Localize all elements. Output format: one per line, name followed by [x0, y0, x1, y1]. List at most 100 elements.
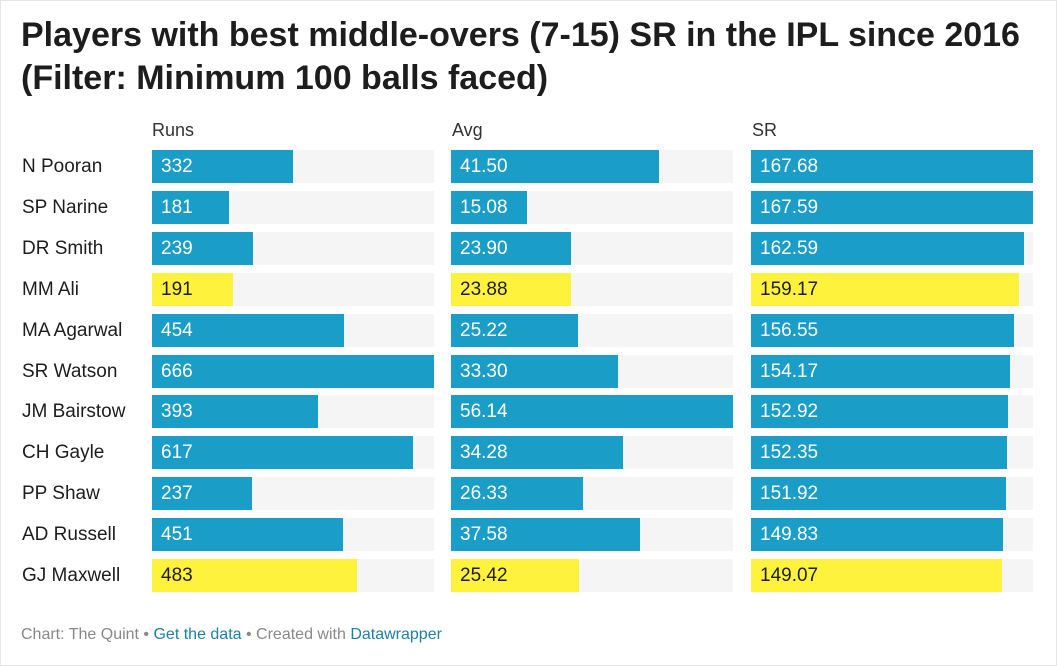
bar-value-avg: 33.30 — [460, 361, 508, 382]
bar-runs — [152, 232, 253, 265]
bar-value-sr: 149.83 — [760, 524, 819, 545]
bar-track-runs: 451 — [152, 518, 434, 551]
bar-value-sr: 167.59 — [760, 197, 819, 218]
bar-sr — [751, 518, 1003, 551]
bar-runs — [152, 273, 233, 306]
bar-track-sr: 162.59 — [751, 232, 1033, 265]
get-the-data-link[interactable]: Get the data — [153, 626, 242, 643]
column-header-avg: Avg — [452, 120, 483, 140]
bar-runs — [152, 150, 293, 183]
bar-value-runs: 483 — [161, 565, 193, 586]
bar-avg — [451, 355, 618, 388]
bar-value-sr: 152.35 — [760, 442, 819, 463]
bar-value-runs: 454 — [161, 320, 193, 341]
bar-value-avg: 26.33 — [460, 483, 508, 504]
footer-separator: • — [138, 626, 154, 643]
bar-track-runs: 191 — [152, 273, 434, 306]
bar-track-runs: 181 — [152, 191, 434, 224]
row-label: SP Narine — [22, 197, 109, 218]
bar-value-avg: 25.22 — [460, 320, 508, 341]
column-header-runs: Runs — [152, 120, 195, 140]
bar-sr — [751, 150, 1033, 183]
bar-value-avg: 25.42 — [460, 565, 508, 586]
bar-value-sr: 149.07 — [760, 565, 819, 586]
bar-avg — [451, 395, 733, 428]
bar-track-runs: 239 — [152, 232, 434, 265]
bar-value-sr: 154.17 — [760, 361, 819, 382]
row-label: DR Smith — [22, 238, 104, 259]
bar-track-avg: 25.22 — [451, 314, 733, 347]
bar-value-runs: 666 — [161, 361, 193, 382]
bar-sr — [751, 191, 1033, 224]
bar-track-avg: 41.50 — [451, 150, 733, 183]
row-label: AD Russell — [22, 524, 116, 545]
bar-track-runs: 237 — [152, 477, 434, 510]
row-label: N Pooran — [22, 156, 103, 177]
bar-avg — [451, 436, 623, 469]
bar-track-sr: 156.55 — [751, 314, 1033, 347]
bar-track-runs: 393 — [152, 395, 434, 428]
bar-value-avg: 56.14 — [460, 401, 508, 422]
row-label: GJ Maxwell — [22, 565, 121, 586]
bar-avg — [451, 314, 578, 347]
bar-track-avg: 23.90 — [451, 232, 733, 265]
bar-value-avg: 37.58 — [460, 524, 508, 545]
bar-value-runs: 617 — [161, 442, 193, 463]
bar-value-sr: 167.68 — [760, 156, 819, 177]
bar-avg — [451, 273, 571, 306]
bar-avg — [451, 150, 659, 183]
bar-runs — [152, 191, 229, 224]
chart-title: Players with best middle-overs (7-15) SR… — [21, 16, 1020, 97]
row-label: PP Shaw — [22, 483, 100, 504]
footer-source: Chart: The Quint — [21, 626, 139, 643]
bar-value-runs: 451 — [161, 524, 193, 545]
bar-runs — [152, 355, 434, 388]
bar-track-sr: 167.59 — [751, 191, 1033, 224]
bar-track-avg: 23.88 — [451, 273, 733, 306]
bar-track-runs: 617 — [152, 436, 434, 469]
bar-sr — [751, 314, 1014, 347]
footer-created-with: • Created with — [241, 626, 351, 643]
row-label: SR Watson — [22, 361, 118, 382]
bar-value-avg: 23.88 — [460, 279, 508, 300]
bar-value-avg: 23.90 — [460, 238, 508, 259]
bar-sr — [751, 436, 1007, 469]
bar-value-runs: 237 — [161, 483, 193, 504]
bar-track-avg: 25.42 — [451, 559, 733, 592]
bar-avg — [451, 191, 527, 224]
bar-track-runs: 666 — [152, 355, 434, 388]
bar-value-runs: 393 — [161, 401, 193, 422]
bar-value-sr: 159.17 — [760, 279, 819, 300]
bar-sr — [751, 355, 1010, 388]
bar-value-sr: 162.59 — [760, 238, 819, 259]
bar-track-sr: 152.35 — [751, 436, 1033, 469]
bar-track-sr: 167.68 — [751, 150, 1033, 183]
datawrapper-link[interactable]: Datawrapper — [350, 626, 442, 643]
row-label: MM Ali — [22, 279, 79, 300]
bar-value-avg: 41.50 — [460, 156, 508, 177]
bar-track-sr: 151.92 — [751, 477, 1033, 510]
bar-track-runs: 332 — [152, 150, 434, 183]
column-header-sr: SR — [752, 120, 778, 140]
row-label: JM Bairstow — [22, 401, 126, 422]
bar-runs — [152, 395, 318, 428]
bar-value-sr: 156.55 — [760, 320, 819, 341]
bar-sr — [751, 273, 1019, 306]
bar-sr — [751, 395, 1008, 428]
bar-runs — [152, 559, 357, 592]
bar-track-sr: 154.17 — [751, 355, 1033, 388]
bar-sr — [751, 559, 1002, 592]
bar-track-runs: 454 — [152, 314, 434, 347]
bar-value-sr: 152.92 — [760, 401, 819, 422]
bar-track-sr: 149.83 — [751, 518, 1033, 551]
row-label: CH Gayle — [22, 442, 105, 463]
bar-value-avg: 15.08 — [460, 197, 508, 218]
bar-avg — [451, 232, 571, 265]
bar-avg — [451, 559, 579, 592]
bar-track-avg: 33.30 — [451, 355, 733, 388]
bar-value-runs: 332 — [161, 156, 193, 177]
bar-track-avg: 26.33 — [451, 477, 733, 510]
bar-value-sr: 151.92 — [760, 483, 819, 504]
bar-sr — [751, 477, 1006, 510]
bar-value-runs: 181 — [161, 197, 193, 218]
